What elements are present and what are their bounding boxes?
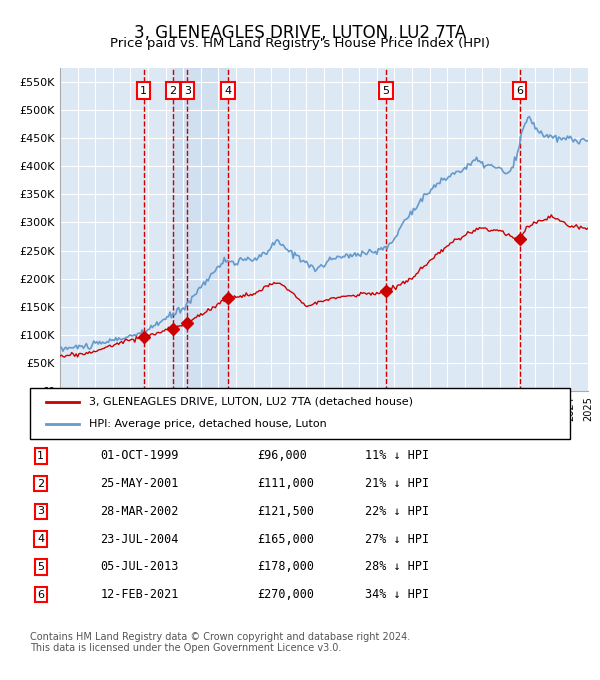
Text: HPI: Average price, detached house, Luton: HPI: Average price, detached house, Luto…: [89, 420, 327, 429]
Text: £96,000: £96,000: [257, 449, 307, 462]
Text: 3, GLENEAGLES DRIVE, LUTON, LU2 7TA: 3, GLENEAGLES DRIVE, LUTON, LU2 7TA: [134, 24, 466, 41]
Text: £270,000: £270,000: [257, 588, 314, 601]
Text: 34% ↓ HPI: 34% ↓ HPI: [365, 588, 429, 601]
Text: 5: 5: [382, 86, 389, 96]
Text: £165,000: £165,000: [257, 532, 314, 545]
Text: 5: 5: [37, 562, 44, 572]
Text: 01-OCT-1999: 01-OCT-1999: [100, 449, 179, 462]
Text: £178,000: £178,000: [257, 560, 314, 573]
Text: 6: 6: [516, 86, 523, 96]
Text: 11% ↓ HPI: 11% ↓ HPI: [365, 449, 429, 462]
Text: This data is licensed under the Open Government Licence v3.0.: This data is licensed under the Open Gov…: [30, 643, 341, 653]
Text: 28% ↓ HPI: 28% ↓ HPI: [365, 560, 429, 573]
Text: 23-JUL-2004: 23-JUL-2004: [100, 532, 179, 545]
Text: 3: 3: [37, 507, 44, 516]
FancyBboxPatch shape: [30, 388, 570, 439]
Text: 6: 6: [37, 590, 44, 600]
Text: 21% ↓ HPI: 21% ↓ HPI: [365, 477, 429, 490]
Text: 2: 2: [169, 86, 176, 96]
Text: 3, GLENEAGLES DRIVE, LUTON, LU2 7TA (detached house): 3, GLENEAGLES DRIVE, LUTON, LU2 7TA (det…: [89, 397, 413, 407]
Text: 22% ↓ HPI: 22% ↓ HPI: [365, 505, 429, 518]
Text: 1: 1: [37, 451, 44, 461]
Bar: [173, 68, 228, 391]
Text: 27% ↓ HPI: 27% ↓ HPI: [365, 532, 429, 545]
Text: 4: 4: [224, 86, 232, 96]
Text: Price paid vs. HM Land Registry's House Price Index (HPI): Price paid vs. HM Land Registry's House …: [110, 37, 490, 50]
Text: £111,000: £111,000: [257, 477, 314, 490]
Text: 25-MAY-2001: 25-MAY-2001: [100, 477, 179, 490]
Text: 05-JUL-2013: 05-JUL-2013: [100, 560, 179, 573]
Text: 3: 3: [184, 86, 191, 96]
Text: 12-FEB-2021: 12-FEB-2021: [100, 588, 179, 601]
Text: 2: 2: [37, 479, 44, 489]
Text: 4: 4: [37, 534, 44, 544]
Text: £121,500: £121,500: [257, 505, 314, 518]
Text: 1: 1: [140, 86, 147, 96]
Text: Contains HM Land Registry data © Crown copyright and database right 2024.: Contains HM Land Registry data © Crown c…: [30, 632, 410, 643]
Text: 28-MAR-2002: 28-MAR-2002: [100, 505, 179, 518]
